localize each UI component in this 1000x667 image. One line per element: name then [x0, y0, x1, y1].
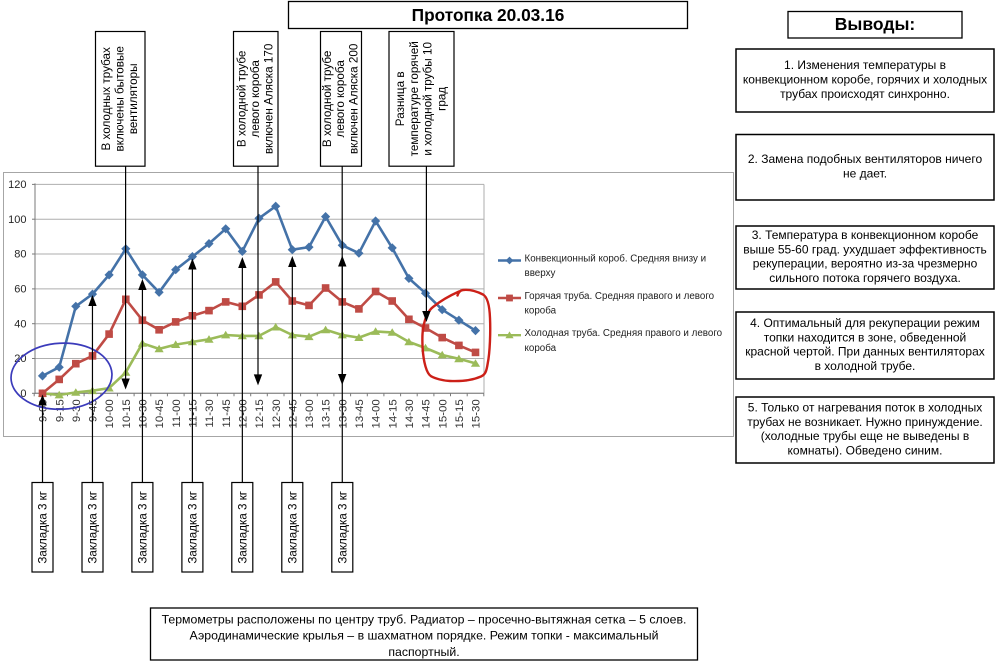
- svg-text:Закладка 3 кг: Закладка 3 кг: [137, 491, 150, 564]
- svg-text:Аэродинамические крылья – в ша: Аэродинамические крылья – в шахматном по…: [190, 629, 659, 643]
- svg-text:паспортный.: паспортный.: [388, 645, 459, 659]
- svg-text:12-30: 12-30: [271, 399, 283, 428]
- svg-text:левого короба: левого короба: [334, 60, 347, 138]
- svg-text:Конвекционный короб. Средняя в: Конвекционный короб. Средняя внизу и: [525, 254, 707, 265]
- svg-text:Закладка 3 кг: Закладка 3 кг: [336, 491, 349, 564]
- svg-text:конвекционном коробе, горячих: конвекционном коробе, горячих и холодных: [743, 73, 987, 87]
- svg-text:короба: короба: [525, 306, 557, 317]
- svg-text:трубах не возникает. Нужно при: трубах не возникает. Нужно принуждение.: [747, 415, 982, 429]
- svg-text:не дает.: не дает.: [843, 167, 887, 181]
- svg-text:В холодных трубах: В холодных трубах: [100, 47, 113, 151]
- svg-text:10-30: 10-30: [138, 399, 150, 428]
- svg-text:4. Оптимальный для рекуперации: 4. Оптимальный для рекуперации режим: [750, 316, 980, 330]
- svg-text:10-00: 10-00: [104, 399, 116, 428]
- svg-text:температуре горячей: температуре горячей: [408, 41, 421, 156]
- svg-text:град: град: [435, 87, 448, 111]
- svg-text:10-45: 10-45: [154, 399, 166, 428]
- svg-text:сильного потока горячего возду: сильного потока горячего воздуха.: [769, 271, 961, 285]
- svg-text:Холодная труба. Средняя правог: Холодная труба. Средняя правого и левого: [525, 328, 723, 339]
- svg-text:12-45: 12-45: [287, 399, 299, 428]
- svg-text:9-15: 9-15: [54, 399, 66, 422]
- svg-text:14-15: 14-15: [387, 399, 399, 428]
- svg-text:5. Только от нагревания поток: 5. Только от нагревания поток в холодных: [748, 400, 982, 414]
- svg-text:9-30: 9-30: [71, 399, 83, 422]
- svg-text:11-30: 11-30: [204, 399, 216, 427]
- svg-text:Закладка 3 кг: Закладка 3 кг: [87, 491, 100, 564]
- svg-text:(холодные трубы еще не выведен: (холодные трубы еще не выведены в: [761, 429, 969, 443]
- svg-text:40: 40: [14, 318, 26, 330]
- svg-text:в холодной трубе.: в холодной трубе.: [815, 359, 916, 373]
- svg-text:12-15: 12-15: [254, 399, 266, 428]
- svg-text:короба: короба: [525, 343, 557, 354]
- svg-text:комнаты). Обведено синим.: комнаты). Обведено синим.: [788, 444, 943, 458]
- svg-text:13-15: 13-15: [321, 399, 333, 428]
- svg-text:вверху: вверху: [525, 268, 556, 279]
- svg-text:13-30: 13-30: [337, 399, 349, 428]
- svg-text:15-15: 15-15: [454, 399, 466, 428]
- svg-text:Закладка 3 кг: Закладка 3 кг: [37, 491, 50, 564]
- svg-text:Протопка 20.03.16: Протопка 20.03.16: [412, 5, 565, 25]
- svg-text:15-30: 15-30: [471, 399, 483, 428]
- svg-text:11-15: 11-15: [188, 399, 200, 427]
- svg-text:14-45: 14-45: [421, 399, 433, 428]
- svg-text:Закладка 3 кг: Закладка 3 кг: [236, 491, 249, 564]
- svg-text:Разница в: Разница в: [394, 71, 407, 126]
- svg-text:топки находится в зоне, обведе: топки находится в зоне, обведенной: [764, 330, 967, 344]
- svg-text:включен Аляска 170: включен Аляска 170: [262, 43, 275, 154]
- svg-text:рекуперации, вероятно из-за чр: рекуперации, вероятно из-за чрезмерно: [753, 257, 978, 271]
- svg-text:14-30: 14-30: [404, 399, 416, 428]
- svg-text:60: 60: [14, 284, 26, 296]
- svg-text:9-45: 9-45: [88, 399, 100, 422]
- svg-text:80: 80: [14, 249, 26, 261]
- svg-text:Выводы:: Выводы:: [835, 14, 915, 34]
- svg-text:13-45: 13-45: [354, 399, 366, 428]
- svg-text:100: 100: [8, 214, 26, 226]
- svg-text:включены бытовые: включены бытовые: [114, 46, 127, 151]
- svg-text:13-00: 13-00: [304, 399, 316, 428]
- svg-text:14-00: 14-00: [371, 399, 383, 428]
- svg-text:120: 120: [8, 179, 26, 191]
- svg-text:12-00: 12-00: [237, 399, 249, 428]
- svg-text:вентиляторы: вентиляторы: [127, 63, 140, 134]
- svg-text:В холодной трубе: В холодной трубе: [321, 51, 334, 148]
- svg-text:Закладка 3 кг: Закладка 3 кг: [286, 491, 299, 564]
- svg-text:3. Температура в конвекционном: 3. Температура в конвекционном коробе: [752, 228, 979, 242]
- svg-text:и холодной трубы 10: и холодной трубы 10: [422, 42, 435, 156]
- svg-text:выше 55-60 град. ухудшает эффе: выше 55-60 град. ухудшает эффективность: [743, 242, 987, 256]
- svg-text:Закладка 3 кг: Закладка 3 кг: [187, 491, 200, 564]
- svg-text:трубах происходят синхронно.: трубах происходят синхронно.: [780, 87, 950, 101]
- svg-text:11-00: 11-00: [171, 399, 183, 427]
- svg-text:10-15: 10-15: [121, 399, 133, 428]
- svg-text:Горячая труба. Средняя правого: Горячая труба. Средняя правого и левого: [525, 291, 715, 302]
- svg-text:2. Замена подобных вентиляторо: 2. Замена подобных вентиляторов ничего: [748, 152, 983, 166]
- svg-text:красной чертой. При данных вен: красной чертой. При данных вентиляторах: [745, 345, 985, 359]
- svg-text:11-45: 11-45: [221, 399, 233, 427]
- svg-text:15-00: 15-00: [437, 399, 449, 428]
- svg-text:включен Аляска 200: включен Аляска 200: [348, 43, 361, 154]
- svg-text:В холодной трубе: В холодной трубе: [236, 51, 249, 148]
- svg-text:1. Изменения температуры в: 1. Изменения температуры в: [784, 58, 946, 72]
- svg-text:Термометры расположены по цент: Термометры расположены по центру труб. Р…: [162, 613, 687, 627]
- svg-text:левого короба: левого короба: [249, 60, 262, 138]
- svg-text:0: 0: [20, 388, 26, 400]
